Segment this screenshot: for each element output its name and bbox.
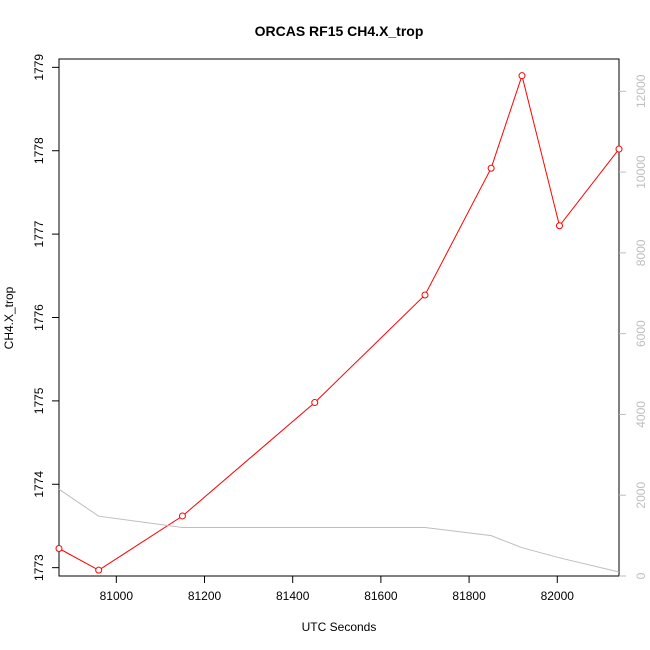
series-layer	[55, 72, 623, 574]
y-tick-label: 1774	[32, 471, 46, 498]
data-point	[311, 399, 319, 407]
y-tick-label: 1777	[32, 220, 46, 247]
x-tick-label: 81200	[188, 589, 222, 603]
data-point	[421, 291, 429, 299]
plot-frame	[58, 58, 620, 577]
secondary-series-line	[58, 488, 620, 573]
y2-tick-label: 4000	[634, 401, 648, 428]
y2-tick-label: 10000	[634, 155, 648, 189]
data-point	[55, 544, 63, 552]
x-tick-label: 82000	[541, 589, 575, 603]
chart-title: ORCAS RF15 CH4.X_trop	[255, 23, 424, 39]
y-tick-label: 1778	[32, 137, 46, 164]
data-point	[95, 566, 103, 574]
y2-tick-label: 0	[634, 572, 648, 579]
data-point	[615, 145, 623, 153]
y2-tick-label: 8000	[634, 239, 648, 266]
y-tick-label: 1779	[32, 54, 46, 81]
y2-tick-label: 6000	[634, 320, 648, 347]
x-axis: 81000 81200 81400 81600 81800 82000	[100, 576, 575, 603]
y-tick-label: 1775	[32, 387, 46, 414]
x-tick-label: 81400	[276, 589, 310, 603]
x-tick-label: 81000	[100, 589, 134, 603]
data-point	[178, 512, 186, 520]
y-axis-label: CH4.X_trop	[2, 286, 16, 349]
data-point	[555, 222, 563, 230]
data-point	[518, 72, 526, 80]
x-tick-label: 81600	[364, 589, 398, 603]
primary-series-line	[58, 73, 620, 571]
y-tick-label: 1776	[32, 304, 46, 331]
y2-axis: 0 2000 4000 6000 8000 10000 12000	[619, 74, 648, 579]
data-point	[487, 164, 495, 172]
y-axis: 1773 1774 1775 1776 1777 1778 1779	[32, 54, 59, 581]
y2-tick-label: 2000	[634, 482, 648, 509]
x-tick-label: 81800	[452, 589, 486, 603]
x-axis-label: UTC Seconds	[302, 620, 377, 634]
y2-tick-label: 12000	[634, 74, 648, 108]
y-tick-label: 1773	[32, 554, 46, 581]
